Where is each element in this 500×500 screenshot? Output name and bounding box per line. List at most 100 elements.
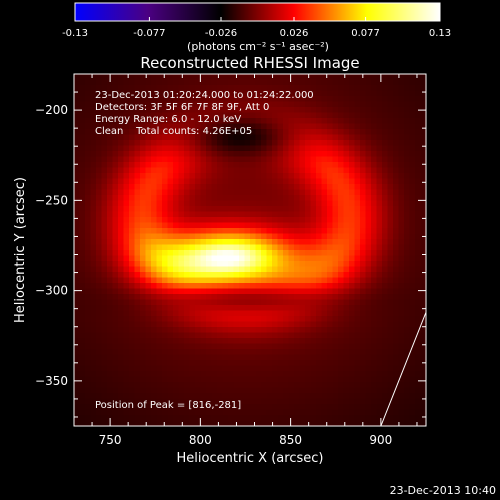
heatmap-cell (409, 200, 416, 207)
annotation-energy-range: Energy Range: 6.0 - 12.0 keV (95, 114, 241, 125)
heatmap-cell (129, 321, 136, 328)
heatmap-cell (118, 250, 125, 257)
heatmap-cell (195, 255, 202, 262)
heatmap-cell (255, 404, 262, 411)
heatmap-cell (349, 365, 356, 372)
heatmap-cell (266, 277, 273, 284)
heatmap-cell (151, 371, 158, 378)
heatmap-cell (211, 360, 218, 367)
heatmap-cell (371, 244, 378, 251)
heatmap-cell (118, 178, 125, 185)
heatmap-cell (387, 360, 394, 367)
heatmap-cell (239, 156, 246, 163)
heatmap-cell (184, 74, 191, 81)
heatmap-cell (371, 398, 378, 405)
heatmap-cell (239, 387, 246, 394)
heatmap-cell (206, 233, 213, 240)
heatmap-cell (316, 354, 323, 361)
heatmap-cell (299, 354, 306, 361)
heatmap-cell (354, 354, 361, 361)
heatmap-cell (79, 409, 86, 416)
heatmap-cell (305, 299, 312, 306)
heatmap-cell (244, 365, 251, 372)
heatmap-cell (112, 255, 119, 262)
heatmap-cell (162, 420, 169, 426)
heatmap-cell (354, 266, 361, 273)
heatmap-cell (354, 195, 361, 202)
heatmap-cell (349, 101, 356, 108)
heatmap-cell (415, 398, 422, 405)
heatmap-cell (85, 107, 92, 114)
heatmap-cell (162, 129, 169, 136)
heatmap-cell (272, 228, 279, 235)
heatmap-cell (288, 404, 295, 411)
heatmap-cell (74, 288, 81, 295)
heatmap-cell (189, 272, 196, 279)
heatmap-cell (250, 261, 257, 268)
heatmap-cell (349, 261, 356, 268)
heatmap-cell (305, 255, 312, 262)
heatmap-cell (151, 288, 158, 295)
heatmap-cell (228, 305, 235, 312)
heatmap-cell (206, 173, 213, 180)
heatmap-cell (382, 217, 389, 224)
heatmap-cell (74, 173, 81, 180)
heatmap-cell (123, 255, 130, 262)
heatmap-cell (162, 200, 169, 207)
heatmap-cell (338, 156, 345, 163)
heatmap-cell (101, 145, 108, 152)
heatmap-cell (327, 266, 334, 273)
heatmap-cell (316, 123, 323, 130)
heatmap-cell (404, 112, 411, 119)
heatmap-cell (404, 261, 411, 268)
heatmap-cell (305, 338, 312, 345)
heatmap-cell (167, 255, 174, 262)
heatmap-cell (382, 79, 389, 86)
heatmap-cell (173, 393, 180, 400)
heatmap-cell (134, 415, 141, 422)
heatmap-cell (101, 343, 108, 350)
heatmap-cell (228, 151, 235, 158)
heatmap-cell (349, 167, 356, 174)
heatmap-cell (90, 261, 97, 268)
heatmap-cell (283, 321, 290, 328)
heatmap-cell (118, 96, 125, 103)
heatmap-cell (404, 79, 411, 86)
heatmap-cell (338, 382, 345, 389)
heatmap-cell (415, 299, 422, 306)
heatmap-cell (266, 189, 273, 196)
heatmap-cell (118, 294, 125, 301)
heatmap-cell (266, 354, 273, 361)
heatmap-cell (244, 398, 251, 405)
heatmap-cell (365, 222, 372, 229)
heatmap-cell (409, 316, 416, 323)
heatmap-cell (398, 283, 405, 290)
heatmap-cell (283, 415, 290, 422)
heatmap-cell (173, 129, 180, 136)
heatmap-cell (404, 184, 411, 191)
heatmap-cell (184, 360, 191, 367)
heatmap-cell (294, 228, 301, 235)
heatmap-cell (310, 162, 317, 169)
heatmap-cell (184, 145, 191, 152)
heatmap-cell (420, 217, 426, 224)
heatmap-cell (96, 327, 103, 334)
heatmap-cell (140, 96, 147, 103)
heatmap-cell (167, 420, 174, 426)
heatmap-cell (206, 85, 213, 92)
heatmap-cell (244, 85, 251, 92)
heatmap-cell (222, 255, 229, 262)
heatmap-cell (178, 266, 185, 273)
heatmap-cell (365, 112, 372, 119)
heatmap-cell (261, 129, 268, 136)
heatmap-cell (244, 371, 251, 378)
heatmap-cell (409, 96, 416, 103)
heatmap-cell (250, 316, 257, 323)
heatmap-cell (129, 250, 136, 257)
heatmap-cell (365, 206, 372, 213)
heatmap-cell (189, 167, 196, 174)
heatmap-cell (244, 156, 251, 163)
heatmap-cell (178, 415, 185, 422)
heatmap-cell (145, 90, 152, 97)
heatmap-cell (101, 74, 108, 81)
